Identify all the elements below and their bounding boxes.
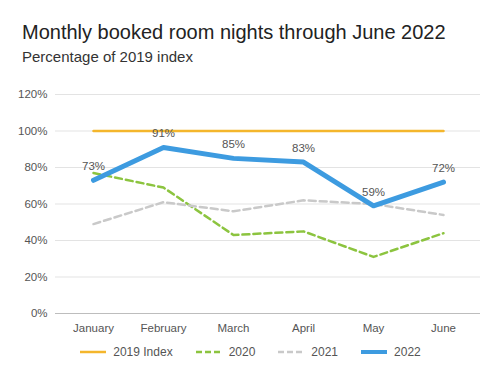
svg-text:0%: 0% [31, 307, 48, 319]
svg-text:80%: 80% [24, 161, 47, 173]
svg-text:20%: 20% [24, 271, 47, 283]
svg-text:91%: 91% [152, 127, 175, 139]
svg-text:59%: 59% [362, 186, 385, 198]
svg-text:April: April [292, 322, 315, 334]
svg-text:120%: 120% [18, 88, 47, 100]
svg-text:June: June [431, 322, 456, 334]
svg-text:60%: 60% [24, 198, 47, 210]
svg-text:73%: 73% [82, 160, 105, 172]
html-text:Percentage of 2019 index: Percentage of 2019 index [22, 48, 193, 65]
html-text:2019 Index: 2019 Index [113, 345, 173, 359]
svg-text:January: January [73, 322, 114, 334]
svg-text:72%: 72% [432, 162, 455, 174]
svg-text:100%: 100% [18, 125, 47, 137]
svg-text:March: March [218, 322, 250, 334]
html-text:2022: 2022 [394, 345, 421, 359]
svg-text:February: February [140, 322, 186, 334]
svg-text:40%: 40% [24, 234, 47, 246]
html-text:Monthly booked room nights thr: Monthly booked room nights through June … [22, 21, 446, 43]
html-text:2021: 2021 [311, 345, 338, 359]
svg-text:83%: 83% [292, 142, 315, 154]
svg-text:85%: 85% [222, 138, 245, 150]
svg-text:May: May [363, 322, 385, 334]
html-text:2020: 2020 [228, 345, 256, 359]
